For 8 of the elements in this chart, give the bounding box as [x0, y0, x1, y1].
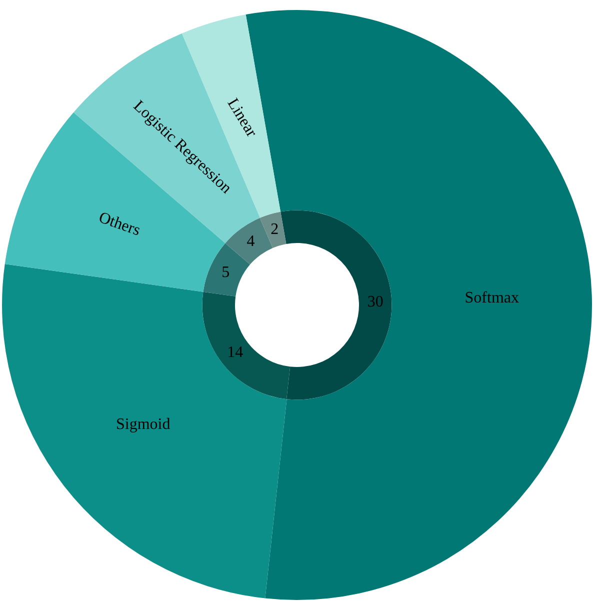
slice-label: Others: [96, 209, 142, 240]
slice-label: Softmax: [464, 290, 519, 307]
data-label: 30: [367, 294, 384, 311]
data-label: 14: [227, 344, 244, 362]
data-label: 5: [222, 264, 230, 281]
data-label: 2: [270, 221, 279, 238]
slice-label: Sigmoid: [116, 416, 170, 433]
data-label: 4: [246, 232, 255, 250]
